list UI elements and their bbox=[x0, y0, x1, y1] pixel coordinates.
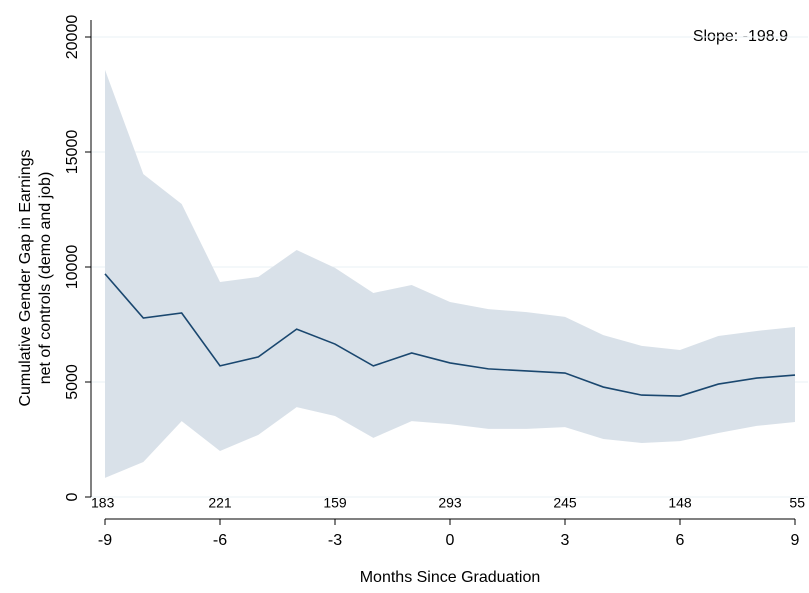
y-axis-label: net of controls (demo and job) bbox=[37, 172, 54, 385]
y-tick-label: 0 bbox=[64, 492, 81, 501]
x-tick-label: 3 bbox=[561, 532, 570, 549]
x-tick-label: 9 bbox=[791, 532, 800, 549]
confidence-band bbox=[105, 69, 795, 478]
y-tick-label: 5000 bbox=[64, 364, 81, 400]
count-label: 159 bbox=[323, 495, 347, 511]
x-tick-label: 0 bbox=[446, 532, 455, 549]
count-label: 148 bbox=[668, 495, 692, 511]
line bbox=[104, 273, 796, 397]
y-tick-label: 20000 bbox=[64, 15, 81, 60]
x-tick-label: -9 bbox=[98, 532, 112, 549]
x-tick-label: -3 bbox=[328, 532, 342, 549]
y-axis-label: Cumulative Gender Gap in Earnings bbox=[17, 149, 34, 406]
count-label: 293 bbox=[438, 495, 462, 511]
x-axis-label: Months Since Graduation bbox=[360, 569, 541, 586]
count-label: 55 bbox=[789, 495, 805, 511]
count-label: 245 bbox=[553, 495, 577, 511]
count-label: 183 bbox=[91, 495, 115, 511]
y-tick-label: 10000 bbox=[64, 245, 81, 290]
x-tick-label: -6 bbox=[213, 532, 227, 549]
y-tick-label: 15000 bbox=[64, 130, 81, 175]
count-label: 221 bbox=[208, 495, 232, 511]
x-tick-label: 6 bbox=[676, 532, 685, 549]
